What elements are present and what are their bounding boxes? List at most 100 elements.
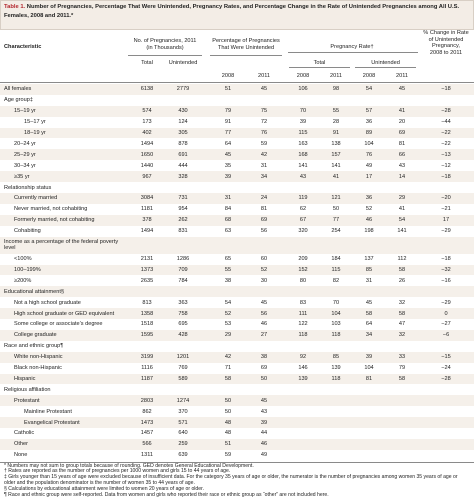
cell: 41 [398,108,406,115]
cell: 24 [260,195,268,202]
cell: 967 [142,173,152,180]
cell: 79 [224,108,232,115]
footnote: † Rates are reported as the number of pr… [4,468,231,475]
cell: 115 [331,266,341,273]
cell: 104 [364,365,374,371]
cell: 65 [224,256,232,262]
row-shade [0,417,474,428]
cell: 82 [332,277,340,284]
row-label: High school graduate or GED equivalent [14,310,115,317]
cell: 64 [224,140,232,147]
cell: 119 [298,195,308,202]
row-label: 15–17 yr [24,119,46,126]
row-shade [0,308,474,319]
cell: 862 [142,408,152,415]
row-shade [0,264,474,276]
cell: 39 [260,419,268,426]
header-group: (in Thousands) [146,45,184,51]
header-group: Percentage of Pregnancies [212,38,280,44]
cell: 709 [178,266,188,273]
cell: 63 [224,228,232,235]
cell: 1116 [141,365,153,371]
row-label: 100–199% [14,266,41,273]
cell: 138 [331,140,341,147]
cell: 2635 [140,277,154,284]
cell: 112 [397,256,407,262]
cell: 639 [178,452,188,459]
cell: 58 [398,310,406,317]
row-label: All females [4,86,32,93]
cell: 64 [365,321,373,328]
cell: 259 [178,441,188,448]
cell: 141 [331,162,341,169]
cell: 79 [398,365,406,371]
title: Table 1. Number of Pregnancies, Percenta… [4,3,466,20]
cell: −21 [441,206,451,213]
cell: 111 [298,310,308,317]
row-label: Never married, not cohabiting [14,206,88,213]
cell: 50 [224,408,232,415]
rule [0,82,474,83]
cell: 198 [364,228,374,235]
row-label: Other [14,441,28,448]
cell: 1457 [140,430,154,437]
cell: −20 [441,195,451,202]
section-heading: Relationship status [4,184,52,191]
cell: 42 [260,151,268,158]
footnote: ‡ Girls younger than 15 years of age wer… [4,474,458,487]
row-label: Formerly married, not cohabiting [14,217,95,224]
cell: 17 [365,173,373,180]
cell: 75 [260,108,268,115]
cell: 51 [224,86,232,93]
cell: 76 [260,130,268,136]
row-shade [0,105,474,117]
cell: 27 [260,332,268,339]
cell: 45 [260,86,268,93]
cell: 430 [178,108,188,115]
cell: 48 [224,430,232,437]
table-label: Table 1. [4,4,26,10]
cell: 58 [224,375,232,382]
cell: 43 [299,173,307,180]
cell: −18 [441,256,451,262]
header-column: Unintended [168,60,198,66]
row-label: 30–34 yr [14,162,36,169]
cell: 45 [398,86,406,93]
cell: 85 [332,354,340,361]
cell: 42 [224,354,232,361]
cell: 370 [178,408,188,415]
cell: 39 [224,173,232,180]
footnotes: * Numbers may not sum to group totals be… [4,463,470,499]
cell: 58 [398,266,406,273]
cell: 83 [299,299,307,306]
cell: 84 [224,206,232,213]
cell: −18 [441,173,451,180]
cell: 35 [224,162,232,169]
cell: 1181 [140,206,154,213]
cell: 137 [364,256,374,262]
row-label: 18–19 yr [24,130,46,136]
row-label: 15–19 yr [14,108,36,115]
cell: 56 [260,310,268,317]
row-shade [0,149,474,161]
cell: 152 [298,266,308,273]
cell: 52 [365,206,373,213]
header-column: Total [141,60,153,66]
row-label: ≥200% [14,277,32,284]
cell: 56 [260,228,268,235]
cell: 784 [178,277,188,284]
cell: 141 [397,228,407,235]
cell: 55 [224,266,232,273]
row-label: Black non-Hispanic [14,365,62,371]
header-subgroup: Total [313,60,326,66]
cell: 70 [299,108,307,115]
cell: 34 [260,173,268,180]
cell: 41 [398,206,406,213]
cell: 813 [142,299,152,306]
row-label: None [14,452,28,459]
cell: −6 [442,332,450,339]
row-shade [0,373,474,385]
cell: 574 [142,108,152,115]
cell: 29 [398,195,406,202]
